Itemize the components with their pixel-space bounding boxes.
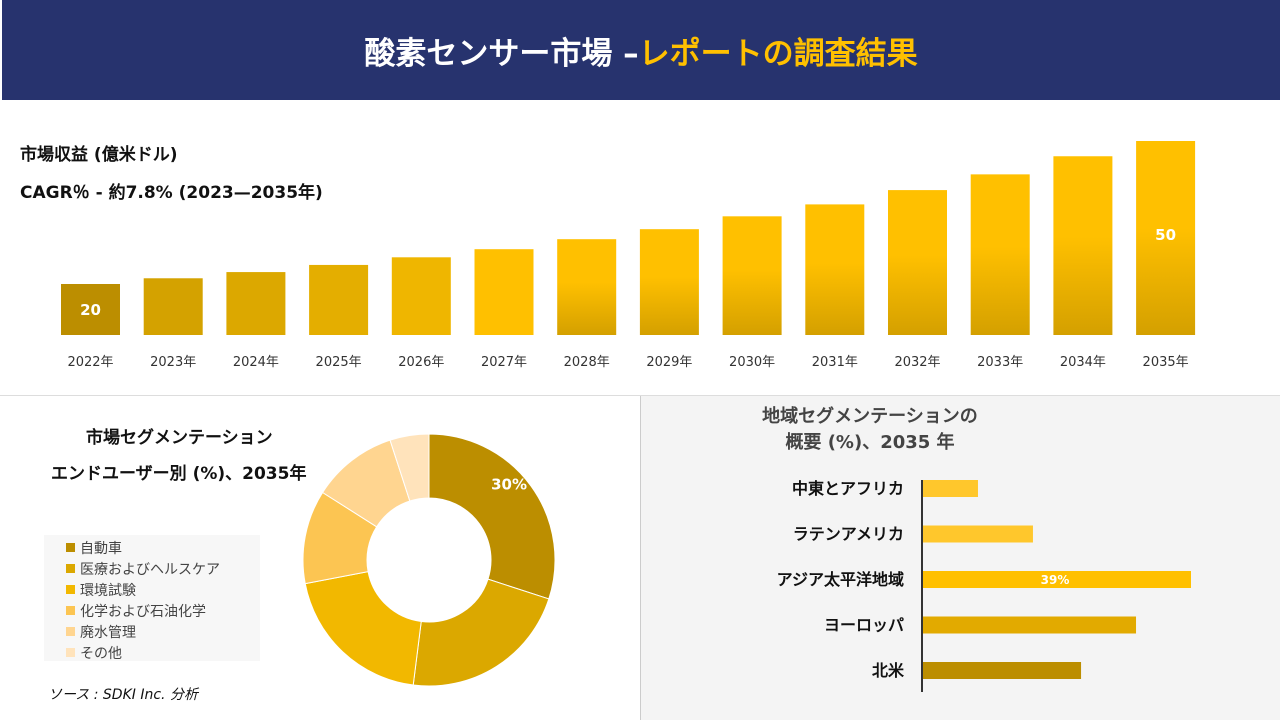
legend-swatch bbox=[66, 585, 75, 594]
x-tick-label: 2028年 bbox=[564, 355, 610, 370]
donut-slice-5 bbox=[389, 433, 430, 502]
data-label: 50 bbox=[1155, 226, 1176, 244]
donut-data-label: 30% bbox=[491, 476, 527, 494]
region-label: アジア太平洋地域 bbox=[777, 570, 904, 589]
region-title: 地域セグメンテーションの 概要 (%)、2035 年 bbox=[640, 404, 1100, 456]
legend-swatch bbox=[66, 648, 75, 657]
bar-2026年 bbox=[391, 257, 451, 335]
source-note: ソース : SDKI Inc. 分析 bbox=[48, 687, 198, 703]
donut-slice-0 bbox=[428, 433, 556, 600]
legend-item: 廃水管理 bbox=[66, 621, 260, 642]
legend-item: 医療およびヘルスケア bbox=[66, 558, 260, 579]
revenue-bar-chart: 2022年 20 2023年 2024年 2025年 2026年 2027年 2028年 202… bbox=[61, 141, 1196, 370]
legend-label: 廃水管理 bbox=[80, 624, 136, 641]
bar-2024年 bbox=[226, 272, 286, 335]
region-title-2: 概要 (%)、2035 年 bbox=[785, 432, 955, 453]
bar-2023年 bbox=[143, 278, 203, 335]
bar-2029年 bbox=[639, 229, 699, 335]
region-bar-0 bbox=[923, 480, 978, 497]
end-user-donut-chart: 30% bbox=[302, 433, 556, 687]
x-tick-label: 2022年 bbox=[67, 355, 113, 370]
region-label: ラテンアメリカ bbox=[793, 525, 904, 544]
title-accent: レポートの調査結果 bbox=[638, 35, 918, 72]
bar-2033年 bbox=[970, 174, 1030, 335]
x-tick-label: 2034年 bbox=[1060, 355, 1106, 370]
legend-swatch bbox=[66, 564, 75, 573]
legend-label: 医療およびヘルスケア bbox=[80, 561, 220, 578]
x-tick-label: 2024年 bbox=[233, 355, 279, 370]
donut-slice-1 bbox=[412, 578, 550, 687]
region-bar-4 bbox=[923, 662, 1082, 679]
bar-2032年 bbox=[888, 190, 947, 335]
bar-2031年 bbox=[805, 204, 865, 335]
legend-label: 自動車 bbox=[80, 540, 122, 557]
cagr-label: CAGR％ - 約7.8% (2023—2035年) bbox=[20, 183, 323, 203]
revenue-label: 市場収益 (億米ドル) bbox=[20, 145, 178, 165]
region-label: ヨーロッパ bbox=[824, 616, 904, 635]
legend-label: その他 bbox=[80, 645, 122, 662]
region-label: 中東とアフリカ bbox=[792, 479, 904, 498]
legend-label: 環境試験 bbox=[80, 582, 136, 599]
legend-item: その他 bbox=[66, 642, 260, 663]
donut-slice-2 bbox=[304, 571, 422, 686]
divider bbox=[0, 395, 1280, 396]
legend-item: 化学および石油化学 bbox=[66, 600, 260, 621]
region-bar-1 bbox=[923, 525, 1033, 543]
x-tick-label: 2031年 bbox=[812, 355, 858, 370]
x-tick-label: 2032年 bbox=[894, 355, 940, 370]
region-data-label: 39% bbox=[1041, 573, 1070, 587]
bar-2034年 bbox=[1053, 156, 1113, 335]
x-tick-label: 2029年 bbox=[646, 355, 692, 370]
region-bar-3 bbox=[923, 616, 1137, 634]
x-tick-label: 2030年 bbox=[729, 355, 775, 370]
bar-2022年 bbox=[61, 283, 120, 335]
header-banner: 酸素センサー市場 – レポートの調査結果 bbox=[2, 0, 1280, 100]
x-tick-label: 2027年 bbox=[481, 355, 527, 370]
region-title-1: 地域セグメンテーションの bbox=[762, 406, 978, 427]
bar-2035年 bbox=[1136, 141, 1196, 335]
legend-swatch bbox=[66, 627, 75, 636]
bar-2027年 bbox=[474, 249, 534, 335]
title-main: 酸素センサー市場 – bbox=[364, 35, 639, 72]
x-tick-label: 2033年 bbox=[977, 355, 1023, 370]
legend-item: 環境試験 bbox=[66, 579, 260, 600]
region-label: 北米 bbox=[872, 661, 905, 680]
x-tick-label: 2023年 bbox=[150, 355, 196, 370]
legend-swatch bbox=[66, 606, 75, 615]
legend-swatch bbox=[66, 543, 75, 552]
x-tick-label: 2035年 bbox=[1143, 355, 1189, 370]
bar-2028年 bbox=[557, 239, 617, 335]
x-tick-label: 2026年 bbox=[398, 355, 444, 370]
region-bar-2 bbox=[923, 571, 1191, 588]
data-label: 20 bbox=[80, 301, 101, 319]
donut-title-1: 市場セグメンテーション bbox=[86, 428, 273, 448]
x-tick-label: 2025年 bbox=[316, 355, 362, 370]
legend-label: 化学および石油化学 bbox=[80, 603, 206, 620]
legend-item: 自動車 bbox=[66, 537, 260, 558]
bar-2025年 bbox=[309, 264, 369, 335]
donut-legend: 自動車医療およびヘルスケア 環境試験化学および石油化学 廃水管理その他 bbox=[44, 535, 260, 663]
bar-2030年 bbox=[722, 216, 782, 335]
donut-title-2: エンドユーザー別 (%)、2035年 bbox=[51, 464, 307, 484]
